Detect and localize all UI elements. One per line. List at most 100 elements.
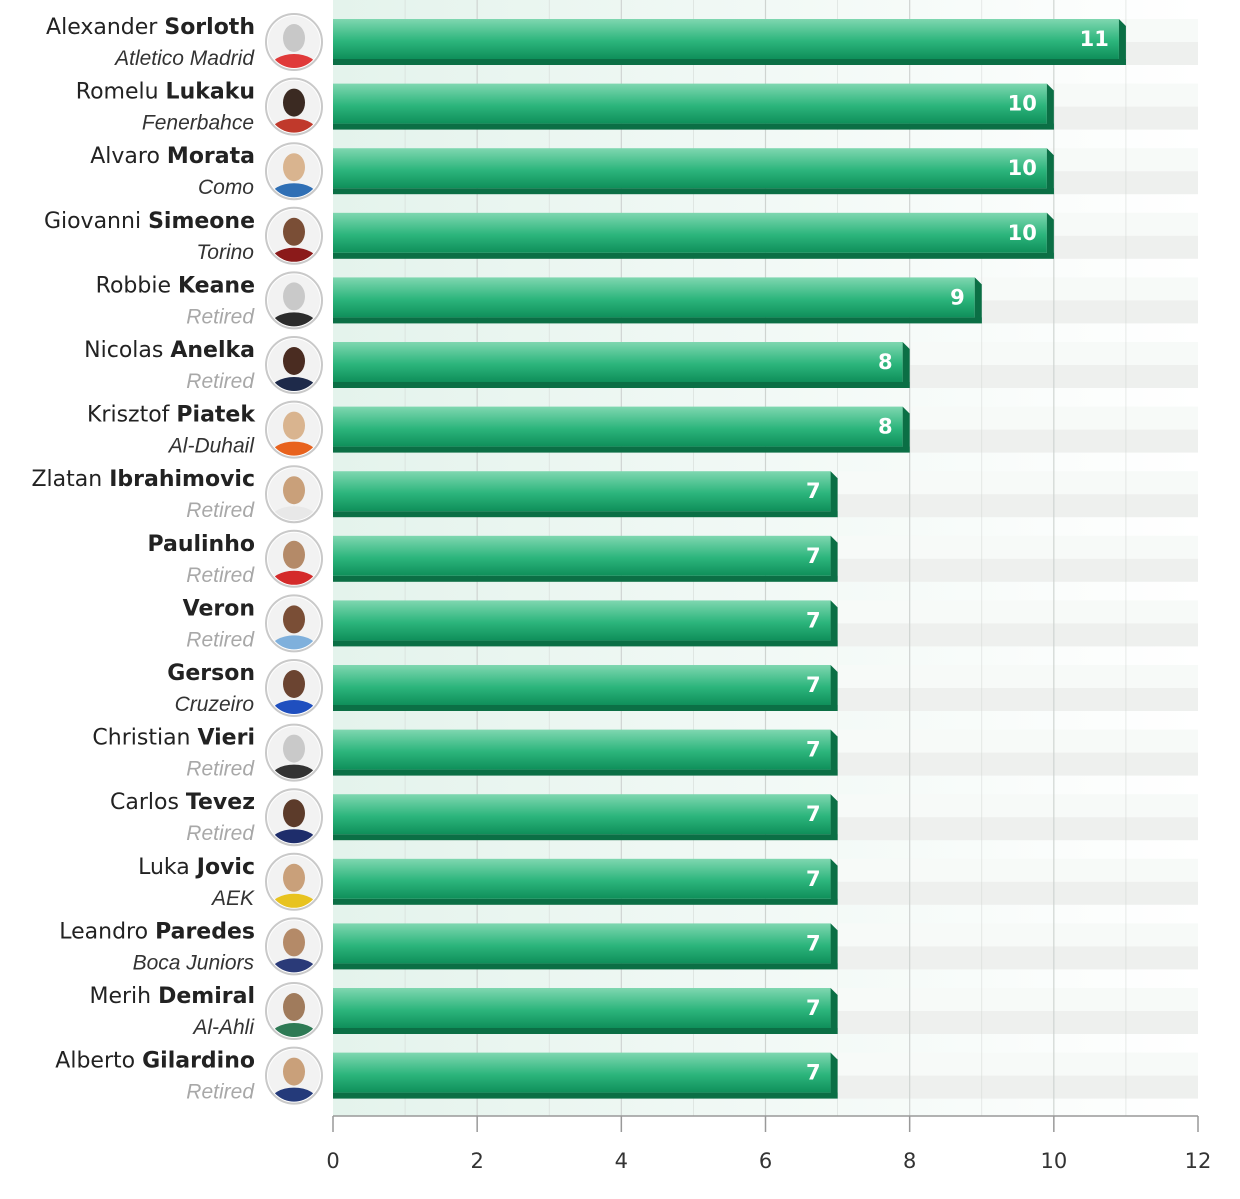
player-name: Gerson <box>167 661 255 686</box>
bar-value-label: 10 <box>1008 221 1037 245</box>
player-name: Alvaro Morata <box>90 144 255 169</box>
player-club: Retired <box>186 305 255 328</box>
bar-shadow <box>333 575 838 582</box>
player-last-name: Vieri <box>198 726 256 751</box>
avatar-face <box>283 734 305 763</box>
player-name: Veron <box>183 596 255 621</box>
avatar-photo <box>268 403 320 456</box>
player-avatar <box>265 142 323 201</box>
bar-side <box>974 277 982 324</box>
x-tick-label: 0 <box>326 1149 339 1173</box>
bar-value-label: 11 <box>1080 27 1109 51</box>
avatar-face <box>283 24 305 52</box>
bar-value-label: 7 <box>806 544 821 568</box>
avatar-shirt <box>270 441 318 456</box>
bar-side <box>1046 83 1054 130</box>
avatar-shirt <box>270 958 318 973</box>
bar-shadow <box>333 769 838 776</box>
bar-shadow <box>333 1092 838 1099</box>
avatar-shirt <box>270 118 318 133</box>
player-name: Luka Jovic <box>138 855 255 880</box>
avatar-shirt <box>270 570 318 585</box>
player-last-name: Keane <box>178 273 255 298</box>
player-first-name: Alvaro <box>90 144 167 169</box>
avatar-shirt <box>270 893 318 908</box>
bar-shadow <box>333 511 838 518</box>
avatar-face <box>283 928 305 957</box>
player-last-name: Lukaku <box>166 80 255 105</box>
bar-side <box>830 729 838 776</box>
bar-shadow <box>333 834 838 841</box>
player-first-name: Leandro <box>59 919 155 944</box>
player-club: AEK <box>210 887 255 910</box>
player-club: Boca Juniors <box>133 951 255 974</box>
player-first-name: Alexander <box>46 15 164 40</box>
player-name: Alberto Gilardino <box>55 1049 255 1074</box>
bar-side <box>1046 148 1054 195</box>
player-first-name: Alberto <box>55 1049 142 1074</box>
player-club: Al-Ahli <box>191 1016 255 1039</box>
player-name: Zlatan Ibrahimovic <box>31 467 255 492</box>
bar-value-label: 8 <box>878 350 893 374</box>
avatar-face <box>283 153 305 182</box>
player-club: Como <box>198 176 254 199</box>
bar-shadow <box>333 898 838 905</box>
player-name: Carlos Tevez <box>110 790 255 815</box>
avatar-photo <box>268 468 320 521</box>
avatar-photo <box>268 726 320 779</box>
bar-value-label: 7 <box>806 479 821 503</box>
player-first-name: Romelu <box>76 80 166 105</box>
bar-value-label: 7 <box>806 673 821 697</box>
avatar-photo <box>268 855 320 908</box>
player-club: Retired <box>186 564 255 587</box>
x-tick-label: 2 <box>470 1149 483 1173</box>
bar-side <box>830 1052 838 1099</box>
player-name: Krisztof Piatek <box>87 403 256 428</box>
player-avatar <box>265 852 323 911</box>
player-last-name: Anelka <box>170 338 255 363</box>
avatar-shirt <box>270 829 318 844</box>
avatar-shirt <box>270 635 318 650</box>
player-first-name: Luka <box>138 855 197 880</box>
bar <box>333 342 903 382</box>
bar <box>333 148 1047 189</box>
bar-value-label: 7 <box>806 1061 821 1085</box>
bar-shadow <box>333 317 982 324</box>
avatar-face <box>283 411 305 440</box>
player-club: Retired <box>186 758 255 781</box>
avatar-shirt <box>270 1023 318 1037</box>
player-name: Romelu Lukaku <box>76 80 255 105</box>
bar <box>333 83 1047 124</box>
bar <box>333 729 831 770</box>
player-avatar <box>265 659 323 717</box>
player-last-name: Demiral <box>158 984 255 1009</box>
avatar-shirt <box>270 377 318 391</box>
avatar-shirt <box>270 506 318 521</box>
avatar-face <box>283 1057 305 1086</box>
avatar-face <box>283 993 305 1021</box>
player-avatar <box>265 77 323 136</box>
bar-side <box>830 471 838 518</box>
player-club: Torino <box>196 241 254 264</box>
player-name: Christian Vieri <box>92 726 255 751</box>
avatar-shirt <box>270 764 318 779</box>
player-club: Retired <box>186 499 255 522</box>
avatar-photo <box>268 532 320 585</box>
avatar-shirt <box>270 54 318 68</box>
player-avatar <box>265 336 323 394</box>
avatar-shirt <box>270 247 318 262</box>
player-labels: Alexander Sorloth Atletico Madrid Romelu L… <box>31 13 323 1105</box>
player-first-name: Robbie <box>96 273 178 298</box>
avatar-face <box>283 476 305 505</box>
bar-value-label: 8 <box>878 415 893 439</box>
bar <box>333 988 831 1028</box>
player-name: Giovanni Simeone <box>44 209 255 234</box>
player-avatar <box>265 529 323 588</box>
bar-shadow <box>333 382 910 388</box>
x-tick-label: 6 <box>759 1149 772 1173</box>
bar <box>333 923 831 964</box>
bar-side <box>830 600 838 647</box>
player-name: Leandro Paredes <box>59 919 255 944</box>
player-first-name: Giovanni <box>44 209 148 234</box>
